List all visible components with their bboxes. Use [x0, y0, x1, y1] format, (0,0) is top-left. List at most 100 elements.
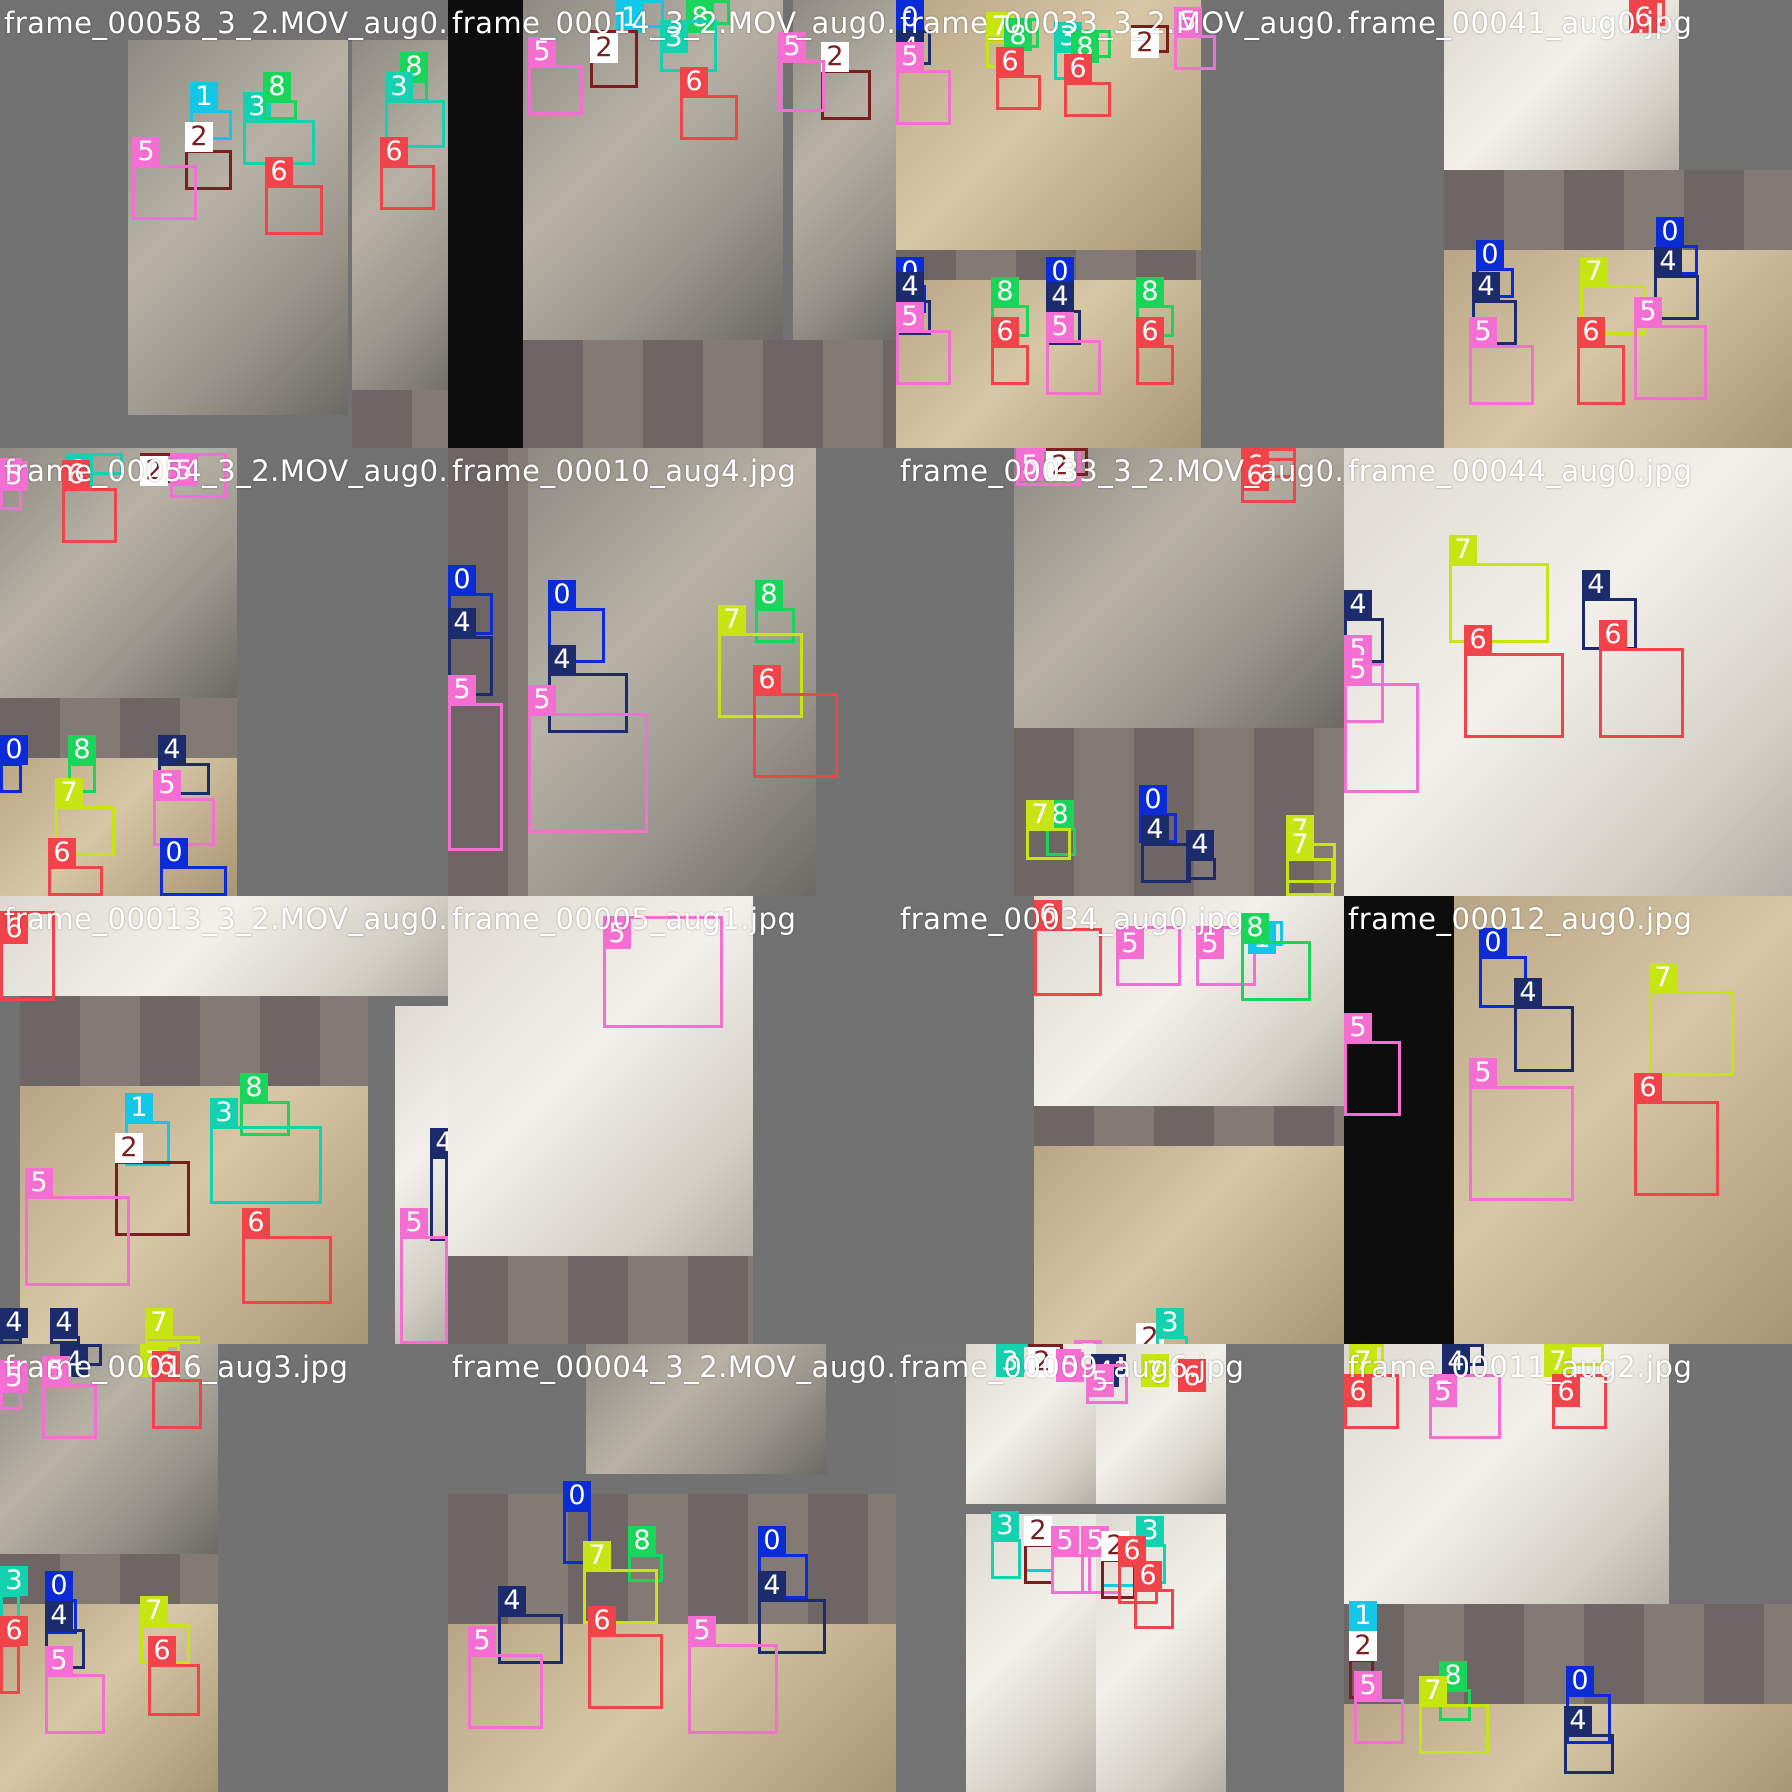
class-label: 7: [1026, 800, 1054, 830]
bounding-box-class-6: 6: [996, 47, 1041, 110]
class-label: 6: [680, 67, 708, 97]
bounding-box-class-6: 6: [1552, 1374, 1607, 1429]
bounding-box-class-7: 7: [1419, 1676, 1489, 1754]
tile-image-region: [352, 390, 448, 448]
bounding-box-class-5: 5: [1354, 1671, 1404, 1744]
bounding-box-class-6: 6: [1344, 1374, 1399, 1429]
class-label: 2: [1349, 1631, 1377, 1661]
class-label: 4: [0, 1308, 28, 1338]
tile-image-region: [20, 996, 368, 1086]
tile-image-region: [1034, 1146, 1344, 1344]
bounding-box-class-0: 0: [548, 580, 605, 663]
class-label: 4: [45, 1601, 73, 1631]
bounding-box-class-3: 3: [991, 1511, 1021, 1579]
bounding-box-class-5: 5: [0, 458, 28, 510]
bounding-box-class-7: 7: [1449, 535, 1549, 643]
tile-filename-caption: frame_00058_3_2.MOV_aug0.jpg: [4, 6, 448, 40]
class-label: 5: [1469, 1058, 1497, 1088]
tile-image-region: [586, 1344, 826, 1474]
class-label: 5: [778, 32, 806, 62]
class-label: 5: [170, 456, 198, 486]
class-label: 5: [1354, 1671, 1382, 1701]
tile-image-region: [1344, 896, 1454, 1344]
tile-image-region: [395, 1006, 448, 1344]
class-label: 6: [1344, 1377, 1372, 1407]
mosaic-tile: 52668704747frame_00033_3_2.MOV_aug0.jpg: [896, 448, 1344, 896]
class-label: 4: [1442, 1347, 1470, 1377]
class-label: 7: [718, 605, 746, 635]
tile-image-region: [448, 896, 753, 1256]
class-label: 6: [753, 665, 781, 695]
class-label: 4: [1472, 272, 1500, 302]
tile-image-region: [0, 698, 237, 758]
bounding-box-class-6: 6: [0, 911, 55, 1001]
tile-image-region: [1444, 170, 1792, 250]
mosaic-tile: 6 8 1 2 3 5 6 4 5 4 4 7 frame_00013_3_2.MOV_aug0.jpg: [0, 896, 448, 1344]
bounding-box-class-4: 4: [1472, 272, 1517, 345]
mosaic-tile: 32547563125512366frame_00009_aug6.jpg: [896, 1344, 1344, 1792]
class-label: 4: [50, 1308, 78, 1338]
bounding-box-class-6: 6: [1599, 620, 1684, 738]
class-label: 6: [1136, 317, 1164, 347]
tile-filename-caption: frame_00034_aug0.jpg: [900, 902, 1245, 936]
class-label: 5: [1429, 1377, 1457, 1407]
bounding-box-class-7: 7: [1286, 830, 1334, 896]
bounding-box-class-5: 5: [45, 1646, 105, 1734]
class-label: 5: [0, 1363, 28, 1393]
bounding-box-class-8: 8: [1241, 913, 1311, 1001]
class-label: 6: [588, 1606, 616, 1636]
class-label: 8: [991, 277, 1019, 307]
bounding-box-class-6: 6: [265, 157, 323, 235]
class-label: 5: [1046, 312, 1074, 342]
class-label: 4: [158, 735, 186, 765]
class-label: 8: [240, 1073, 268, 1103]
bounding-box-class-5: 5: [1116, 926, 1181, 986]
bounding-box-class-5: 5: [1086, 1364, 1128, 1404]
bounding-box-class-5: 5: [1469, 1058, 1574, 1201]
bounding-box-class-6: 6: [62, 460, 117, 543]
tile-image-region: [1034, 1106, 1344, 1146]
bounding-box-class-7: 7: [583, 1541, 658, 1624]
bounding-box-class-5: 5: [468, 1626, 543, 1729]
class-label: 8: [628, 1526, 656, 1556]
class-label: 0: [563, 1481, 591, 1511]
class-label: 3: [996, 1347, 1024, 1377]
tile-filename-caption: frame_00009_aug6.jpg: [900, 1350, 1245, 1384]
bounding-box-class-4: 4: [1186, 830, 1216, 880]
tile-image-region: [0, 896, 448, 996]
bounding-box-class-5: 5: [25, 1168, 130, 1286]
class-label: 7: [1580, 257, 1608, 287]
bounding-box-class-4: 4: [1564, 1706, 1614, 1774]
class-label: 3: [660, 23, 688, 53]
class-label: 7: [1649, 963, 1677, 993]
class-label: 6: [1634, 1073, 1662, 1103]
bounding-box-class-5: 5: [400, 1208, 448, 1344]
class-label: 5: [1344, 655, 1372, 685]
bounding-box-class-6: 6: [1136, 317, 1174, 385]
bounding-box-class-4: 4: [0, 1308, 28, 1344]
bounding-box-class-5: 5: [688, 1616, 778, 1734]
class-label: 2: [1028, 1347, 1056, 1377]
tile-image-region: [1344, 448, 1792, 896]
tile-image-region: [1454, 896, 1792, 1344]
bounding-box-class-0: 0: [1479, 928, 1527, 1008]
bounding-box-class-2: 2: [821, 42, 871, 120]
bounding-box-class-3: 3: [1156, 1308, 1188, 1344]
class-label: 6: [152, 1351, 180, 1381]
class-label: 6: [1178, 1362, 1206, 1392]
bounding-box-class-7: 7: [1649, 963, 1734, 1076]
mosaic-tile: 6 0 4 5 7 6 0 4 5 frame_00041_aug0.jpg: [1344, 0, 1792, 448]
bounding-box-class-8: 8: [240, 1073, 290, 1136]
class-label: 3: [991, 1511, 1019, 1541]
class-label: 5: [1344, 1013, 1372, 1043]
class-label: 6: [1118, 1536, 1146, 1566]
class-label: 6: [0, 1616, 28, 1646]
class-label: 5: [25, 1168, 53, 1198]
class-label: 8: [755, 580, 783, 610]
bounding-box-class-4: 4: [158, 735, 210, 795]
bounding-box-class-8: 8: [68, 735, 96, 793]
bounding-box-class-6: 6: [152, 1351, 202, 1429]
class-label: 6: [242, 1208, 270, 1238]
class-label: 2: [590, 33, 618, 63]
